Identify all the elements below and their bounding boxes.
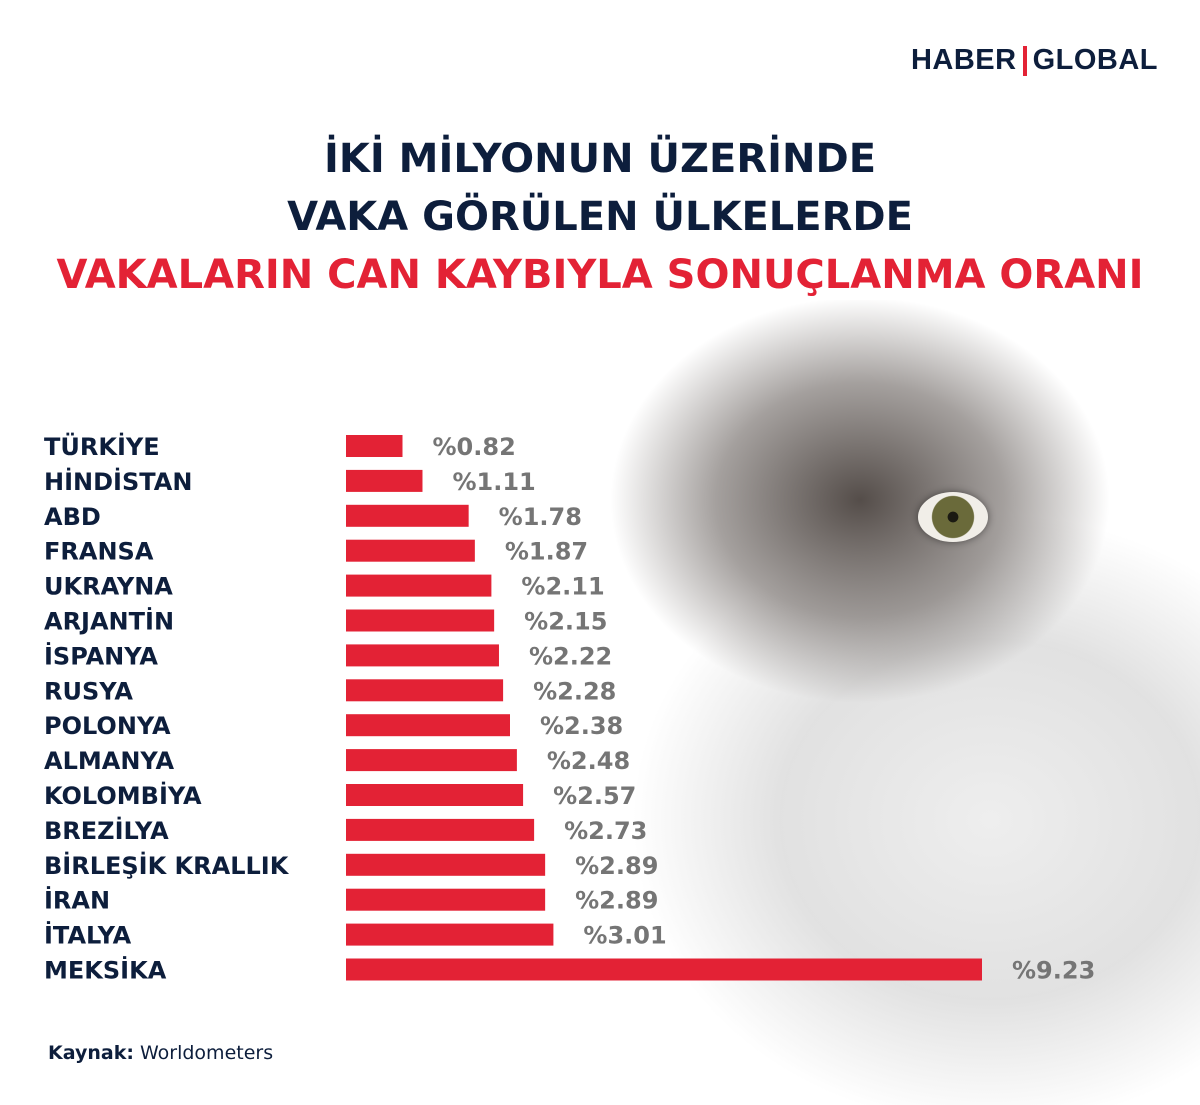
bar [346, 888, 546, 911]
bar [346, 749, 517, 772]
country-label: İSPANYA [44, 641, 158, 670]
headline-line-3: VAKALARIN CAN KAYBIYLA SONUÇLANMA ORANI [56, 252, 1144, 298]
country-label: KOLOMBİYA [44, 781, 202, 810]
bar [346, 435, 403, 457]
bar [346, 539, 475, 562]
source-label: Kaynak: [48, 1042, 134, 1064]
value-label: %2.15 [524, 608, 607, 636]
bar [346, 644, 499, 667]
logo-left-text: HABER [910, 44, 1017, 76]
bar-chart: TÜRKİYE %0.82 HİNDİSTAN %1.11 ABD %1.78 FRANSA… [44, 431, 1095, 985]
bar [346, 784, 524, 806]
value-label: %1.11 [452, 468, 535, 496]
country-label: HİNDİSTAN [44, 467, 192, 496]
country-label: UKRAYNA [44, 573, 173, 601]
bar [346, 609, 495, 632]
country-label: TÜRKİYE [44, 431, 160, 461]
value-label: %2.73 [564, 817, 647, 845]
bar [346, 958, 982, 981]
value-label: %2.89 [575, 887, 658, 915]
bar [346, 714, 510, 737]
value-label: %2.48 [547, 747, 630, 775]
bar [346, 679, 504, 702]
country-label: İRAN [44, 886, 110, 915]
country-label: FRANSA [44, 538, 154, 566]
value-label: %2.22 [529, 642, 612, 670]
headline-line-2: VAKA GÖRÜLEN ÜLKELERDE [287, 194, 913, 240]
value-label: %2.38 [540, 712, 623, 740]
logo-right-text: GLOBAL [1032, 44, 1158, 76]
value-label: %3.01 [583, 922, 666, 950]
value-label: %2.28 [533, 677, 616, 705]
value-label: %2.89 [575, 852, 658, 880]
bar [346, 923, 554, 946]
country-label: İTALYA [44, 921, 132, 950]
value-label: %1.87 [505, 538, 588, 566]
country-label: MEKSİKA [44, 956, 167, 985]
haber-global-logo: HABER GLOBAL [911, 44, 1158, 77]
bar [346, 574, 492, 597]
bar [346, 818, 535, 841]
value-label: %0.82 [433, 433, 516, 461]
headline-line-1: İKİ MİLYONUN ÜZERİNDE [323, 136, 877, 182]
value-label: %2.57 [553, 782, 636, 810]
country-label: BİRLEŞİK KRALLIK [44, 851, 290, 880]
bar [346, 469, 423, 492]
value-label: %1.78 [499, 503, 582, 531]
value-label: %2.11 [521, 573, 604, 601]
country-label: ARJANTİN [44, 607, 174, 636]
value-label: %9.23 [1012, 957, 1095, 985]
headline: İKİ MİLYONUN ÜZERİNDE VAKA GÖRÜLEN ÜLKEL… [0, 130, 1200, 304]
country-label: ABD [44, 503, 101, 531]
country-label: BREZİLYA [44, 816, 169, 845]
country-label: RUSYA [44, 677, 133, 705]
country-label: ALMANYA [44, 747, 174, 775]
eye-photo-detail [918, 492, 988, 542]
source-value: Worldometers [139, 1042, 274, 1064]
logo-divider [1022, 45, 1027, 76]
country-label: POLONYA [44, 712, 171, 740]
bar [346, 853, 546, 876]
source-note: Kaynak: Worldometers [48, 1042, 273, 1064]
bar [346, 504, 469, 527]
